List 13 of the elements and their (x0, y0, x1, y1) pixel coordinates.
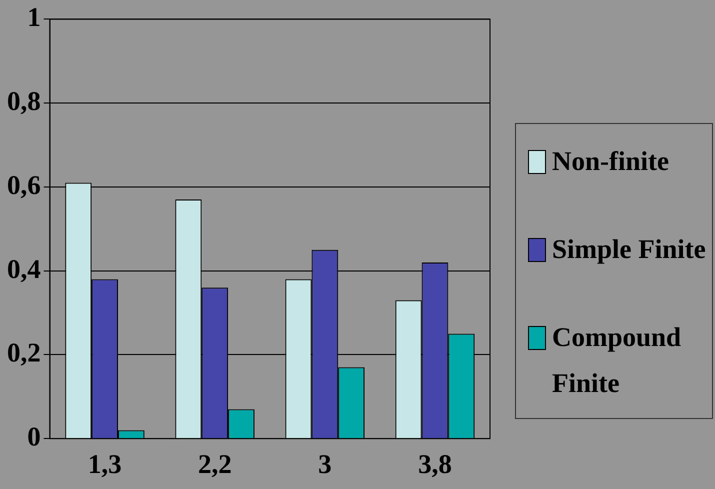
legend-label: Compound Finite (552, 321, 682, 400)
y-tick-label: 1 (27, 2, 41, 32)
x-tick-label: 2,2 (198, 448, 232, 479)
y-tick-label: 0,8 (7, 86, 41, 116)
x-tick-label: 1,3 (88, 448, 122, 479)
y-tick-label: 0 (27, 422, 41, 452)
x-tick-label: 3 (318, 448, 332, 479)
y-tick-label: 0,6 (7, 170, 41, 200)
y-tick-label: 0,2 (7, 338, 41, 368)
legend-label: Non-finite (552, 145, 670, 178)
y-tick-label: 0,4 (7, 254, 41, 284)
x-tick-label: 3,8 (418, 448, 452, 479)
legend-label: Simple Finite (552, 233, 707, 266)
